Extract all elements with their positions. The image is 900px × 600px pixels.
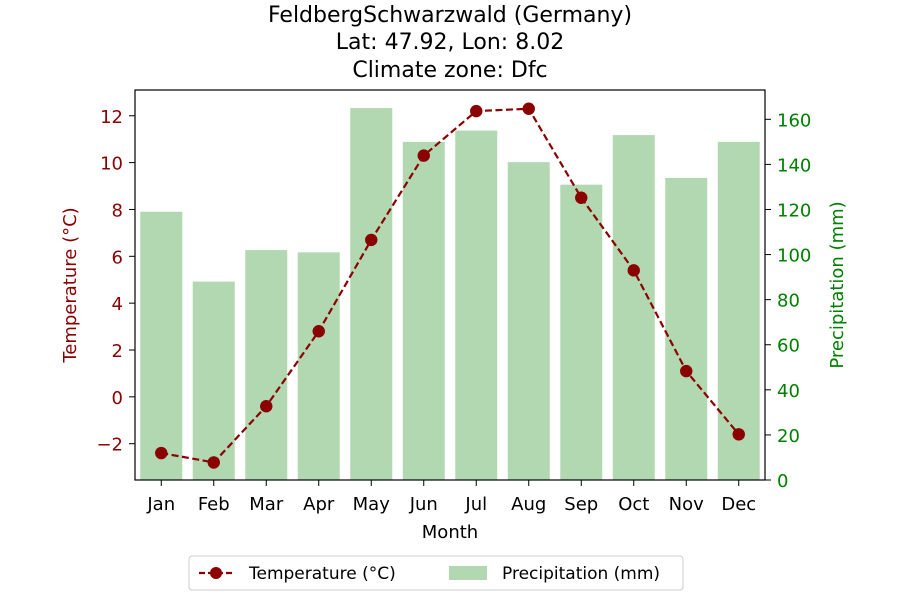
right-tick-label: 40 [777,381,800,402]
left-tick-label: −2 [96,435,123,456]
left-tick-label: 6 [112,247,123,268]
x-axis-label: Month [422,522,478,543]
temperature-point-dec [732,428,745,441]
temperature-point-nov [680,364,693,378]
legend-precipitation-label: Precipitation (mm) [502,564,660,584]
chart-title: FeldbergSchwarzwald (Germany) Lat: 47.92… [268,3,632,83]
x-tick-label-sep: Sep [564,494,598,515]
left-tick-label: 8 [112,200,123,221]
x-tick-label-jan: Jan [146,494,175,515]
precipitation-bar-aug [507,162,550,480]
x-tick-label-mar: Mar [249,494,284,515]
left-axis-ticks: −2 0 2 4 6 8 10 12 [96,107,135,456]
temperature-point-apr [312,325,325,338]
precipitation-bar-apr [297,252,340,480]
precipitation-bar-jul [455,130,498,480]
left-tick-label: 2 [112,341,123,362]
temperature-point-mar [260,400,273,413]
right-tick-label: 100 [777,246,811,267]
legend-frame [188,555,684,591]
right-tick-label: 60 [777,336,800,357]
temperature-point-feb [207,456,220,469]
plot-frame [134,89,766,481]
y-axis-label-right: Precipitation (mm) [827,201,848,368]
precipitation-bars [140,108,760,481]
right-tick-label: 120 [777,200,811,221]
x-tick-label-jul: Jul [464,494,487,515]
precipitation-bar-may [350,108,393,480]
precipitation-bar-oct [612,135,655,480]
temperature-line [161,107,740,464]
right-tick-label: 20 [777,426,800,447]
title-line-1: FeldbergSchwarzwald (Germany) [268,3,632,28]
temperature-point-jun [417,149,430,162]
right-tick-label: 0 [777,471,788,492]
title-line-2: Lat: 47.92, Lon: 8.02 [336,30,564,55]
precipitation-bar-jun [402,141,445,480]
y-axis-label-left: Temperature (°C) [60,207,81,363]
right-tick-label: 160 [777,110,811,131]
precipitation-bar-feb [192,281,235,480]
temperature-point-may [365,233,378,247]
temperature-point-oct [627,264,640,277]
x-tick-label-dec: Dec [721,494,756,515]
right-axis-ticks: 0 20 40 60 80 100 120 140 160 [765,110,811,492]
precipitation-bar-dec [717,141,760,480]
legend-temperature-marker [210,567,222,579]
precipitation-bar-nov [665,177,708,481]
legend-precipitation-swatch [449,566,487,580]
left-tick-label: 12 [100,107,123,128]
precipitation-bar-mar [245,250,288,480]
x-tick-label-feb: Feb [198,494,230,515]
legend: Temperature (°C) Precipitation (mm) [188,555,684,591]
x-tick-label-apr: Apr [303,494,335,515]
x-tick-label-oct: Oct [618,494,649,515]
x-axis-ticks: Jan Feb Mar Apr May Jun Jul Aug Sep Oct Nov Dec [146,480,756,515]
left-tick-label: 10 [100,154,123,175]
x-tick-label-jun: Jun [409,494,438,515]
x-tick-label-aug: Aug [511,494,546,515]
legend-temperature-label: Temperature (°C) [248,564,396,584]
right-tick-label: 140 [777,155,811,176]
x-tick-label-nov: Nov [669,494,704,515]
precipitation-bar-jan [140,211,183,481]
left-tick-label: 0 [112,388,123,409]
x-tick-label-may: May [353,494,391,515]
left-tick-label: 4 [112,294,123,315]
precipitation-bar-sep [560,184,603,480]
temperature-point-jul [470,104,483,118]
temperature-series [155,102,745,469]
title-line-3: Climate zone: Dfc [352,58,547,83]
temperature-point-sep [575,191,588,204]
right-tick-label: 80 [777,291,800,312]
temperature-point-jan [155,446,168,460]
temperature-point-aug [522,102,535,115]
